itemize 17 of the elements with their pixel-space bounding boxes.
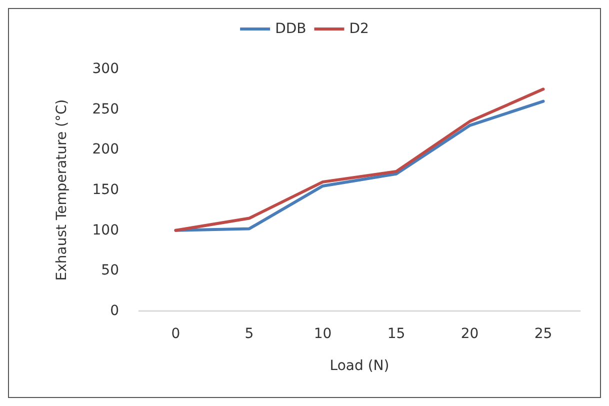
x-axis-title: Load (N) (330, 358, 390, 374)
x-tick-label: 15 (387, 326, 406, 342)
legend-label: DDB (275, 21, 306, 37)
y-tick-label: 100 (92, 222, 119, 238)
x-tick-label: 25 (534, 326, 552, 342)
legend-label: D2 (349, 21, 369, 37)
x-tick-label: 20 (460, 326, 479, 342)
y-tick-label: 0 (110, 303, 119, 319)
y-tick-label: 300 (92, 61, 119, 77)
x-tick-label: 0 (171, 326, 180, 342)
x-tick-label: 5 (244, 326, 254, 342)
y-axis-title: Exhaust Temperature (°C) (54, 99, 70, 281)
y-tick-label: 50 (101, 262, 119, 279)
y-tick-label: 250 (92, 101, 119, 118)
x-tick-label: 10 (314, 326, 332, 342)
y-tick-label: 150 (92, 182, 119, 198)
y-tick-label: 200 (92, 142, 119, 158)
